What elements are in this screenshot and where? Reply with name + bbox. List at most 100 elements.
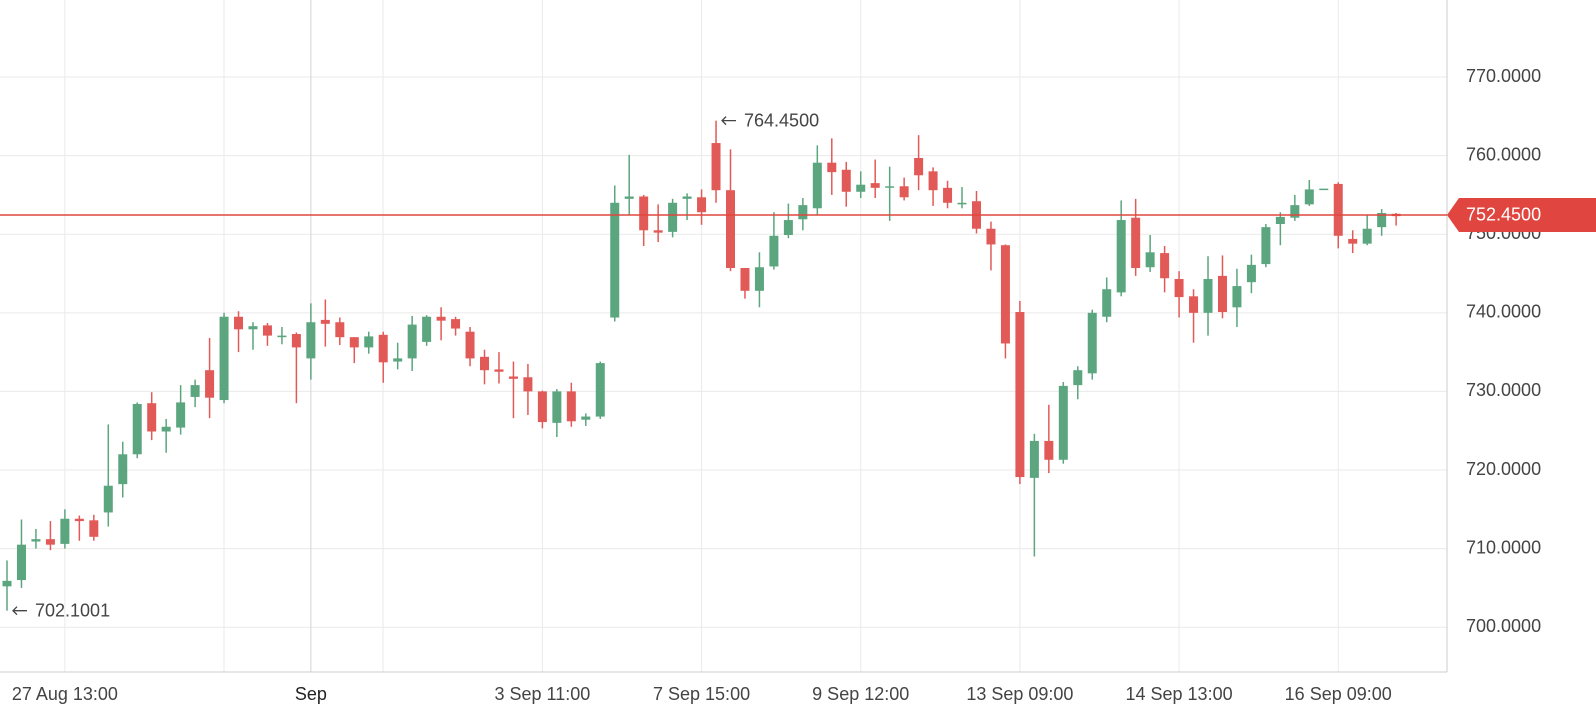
candle-body <box>1232 286 1242 308</box>
candle-body <box>1304 189 1314 205</box>
candle-body <box>711 143 721 191</box>
y-tick-label: 720.0000 <box>1466 459 1541 479</box>
candle-body <box>682 196 692 199</box>
y-tick-label: 770.0000 <box>1466 66 1541 86</box>
candle-body <box>1058 385 1068 460</box>
candle-body <box>1116 220 1126 293</box>
candle-body <box>1290 205 1300 218</box>
candle-body <box>595 363 605 417</box>
candle-body <box>726 190 735 269</box>
candle-body <box>856 184 866 192</box>
candle-body <box>16 544 26 581</box>
candle-body <box>1377 212 1387 228</box>
candle-body <box>31 539 41 542</box>
candle-body <box>320 319 330 324</box>
candle-body <box>103 485 113 513</box>
y-tick-label: 740.0000 <box>1466 302 1541 322</box>
candle-body <box>1073 370 1083 386</box>
candle-body <box>986 228 996 245</box>
candle-body <box>610 202 620 318</box>
candle-body <box>754 267 764 291</box>
candle-body <box>639 196 649 231</box>
candle-body <box>827 162 837 173</box>
candle-body <box>1131 217 1141 269</box>
candle-body <box>205 370 215 398</box>
candle-body <box>1348 238 1358 244</box>
candle-body <box>552 391 562 423</box>
last-price-label: 752.4500 <box>1466 205 1541 225</box>
candle-body <box>132 403 142 455</box>
candle-body <box>494 369 504 372</box>
y-tick-label: 710.0000 <box>1466 537 1541 557</box>
candle-body <box>2 580 12 587</box>
candle-body <box>1261 227 1271 265</box>
candle-body <box>1362 228 1372 244</box>
candle-body <box>537 391 547 423</box>
annotation: 702.1001 <box>35 600 110 620</box>
candle-body <box>1217 275 1227 313</box>
candle-body <box>262 325 272 336</box>
y-tick-label: 760.0000 <box>1466 144 1541 164</box>
candle-body <box>783 220 793 236</box>
x-tick-label: 13 Sep 09:00 <box>966 684 1073 704</box>
candle-body <box>1275 216 1285 224</box>
candle-body <box>219 316 229 401</box>
x-tick-label: 27 Aug 13:00 <box>12 684 118 704</box>
candle-body <box>306 322 316 359</box>
candle-body <box>740 268 750 291</box>
candle-body <box>870 183 880 188</box>
annotation-arrow <box>721 116 737 126</box>
candle-body <box>1015 312 1025 478</box>
candle-body <box>899 186 909 198</box>
candle-body <box>812 162 822 209</box>
candle-body <box>1102 289 1112 317</box>
candle-body <box>436 316 446 321</box>
x-tick-label: 9 Sep 12:00 <box>812 684 909 704</box>
candle-body <box>451 319 461 329</box>
candle-body <box>147 403 157 432</box>
candle-body <box>769 235 779 267</box>
candle-body <box>291 334 301 348</box>
x-tick-label: 3 Sep 11:00 <box>495 684 591 704</box>
candle-body <box>1246 264 1256 283</box>
candle-body <box>480 356 490 371</box>
candle-body <box>841 169 851 192</box>
candle-body <box>1000 245 1010 344</box>
candle-body <box>508 376 518 379</box>
candle-body <box>465 331 475 359</box>
candle-body <box>335 322 345 338</box>
candle-body <box>653 230 663 233</box>
candle-body <box>581 416 591 420</box>
candle-body <box>566 391 576 422</box>
candle-body <box>957 202 967 205</box>
x-tick-label: Sep <box>295 684 327 704</box>
candle-body <box>798 205 808 220</box>
candle-body <box>1160 253 1170 279</box>
y-tick-label: 730.0000 <box>1466 380 1541 400</box>
candle-body <box>349 337 359 348</box>
x-tick-label: 14 Sep 13:00 <box>1126 684 1233 704</box>
candle-body <box>697 197 707 213</box>
candle-body <box>190 385 200 397</box>
candle-body <box>885 186 895 188</box>
candle-body <box>928 171 938 191</box>
candle-body <box>523 377 533 392</box>
candle-body <box>118 454 128 485</box>
candle-body <box>176 402 186 428</box>
candle-body <box>1044 440 1054 460</box>
candle-body <box>1189 296 1199 313</box>
candle-body <box>45 539 55 545</box>
candle-body <box>407 324 417 359</box>
candle-body <box>422 316 432 342</box>
candle-body <box>248 326 258 330</box>
candle-body <box>60 518 70 544</box>
candle-body <box>1319 188 1329 191</box>
candle-body <box>74 518 84 522</box>
last-price-tag <box>1447 197 1596 232</box>
x-tick-label: 7 Sep 15:00 <box>653 684 750 704</box>
candle-body <box>393 358 403 362</box>
candle-body <box>1203 279 1213 313</box>
candle-body <box>914 157 924 176</box>
annotation: 764.4500 <box>744 110 819 130</box>
